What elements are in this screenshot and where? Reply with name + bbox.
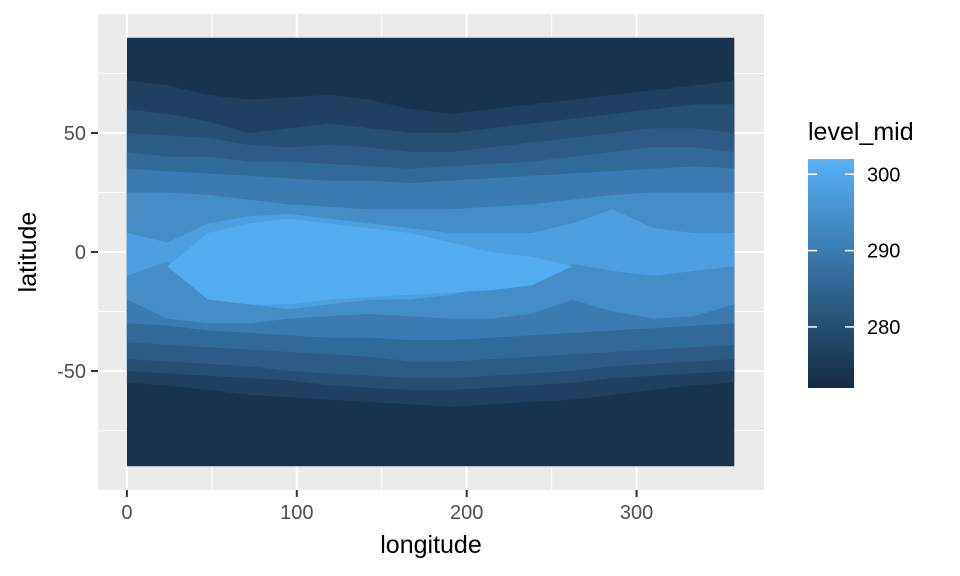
y-axis: -50 0 50	[57, 123, 98, 383]
contour-band-301	[126, 218, 735, 305]
legend-tick-label: 290	[867, 241, 900, 263]
y-tick-label: 0	[75, 242, 86, 264]
legend-colorbar	[808, 159, 854, 388]
legend-tick-label: 280	[867, 317, 900, 339]
x-axis-title: longitude	[380, 531, 481, 559]
x-axis: 0 100 200 300	[121, 490, 653, 524]
legend: level_mid 280 290 300	[808, 118, 914, 388]
x-tick-label: 300	[620, 502, 653, 524]
y-tick-label: 50	[64, 123, 86, 145]
legend-title: level_mid	[808, 118, 914, 146]
x-tick-label: 200	[450, 502, 483, 524]
legend-ticks: 280 290 300	[808, 164, 900, 339]
y-axis-title: latitude	[14, 212, 42, 293]
legend-tick-label: 300	[867, 164, 900, 186]
y-tick-label: -50	[57, 361, 86, 383]
contour-bands	[126, 37, 735, 467]
x-tick-label: 0	[121, 502, 132, 524]
x-tick-label: 100	[280, 502, 313, 524]
